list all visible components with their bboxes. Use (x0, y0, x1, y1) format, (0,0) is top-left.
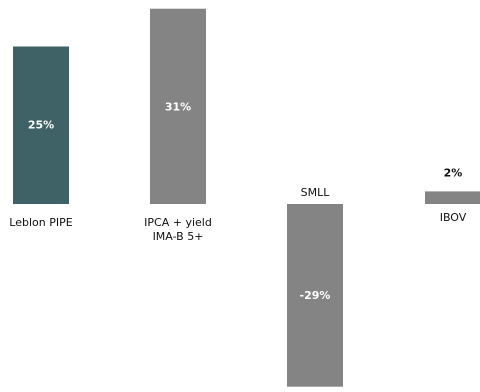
value-label-3: 2% (444, 166, 463, 179)
category-label-2: SMLL (301, 186, 331, 199)
category-label-0: Leblon PIPE (9, 216, 72, 229)
value-label-2: -29% (300, 289, 331, 302)
category-label-3: IBOV (440, 211, 467, 224)
value-label-1: 31% (165, 100, 191, 113)
category-label-1: IPCA + yield IMA-B 5+ (144, 216, 212, 243)
value-label-0: 25% (28, 118, 54, 131)
bar-2 (287, 204, 343, 387)
bar-0 (13, 46, 69, 204)
bar-3 (425, 191, 480, 204)
bar-1 (150, 8, 206, 205)
